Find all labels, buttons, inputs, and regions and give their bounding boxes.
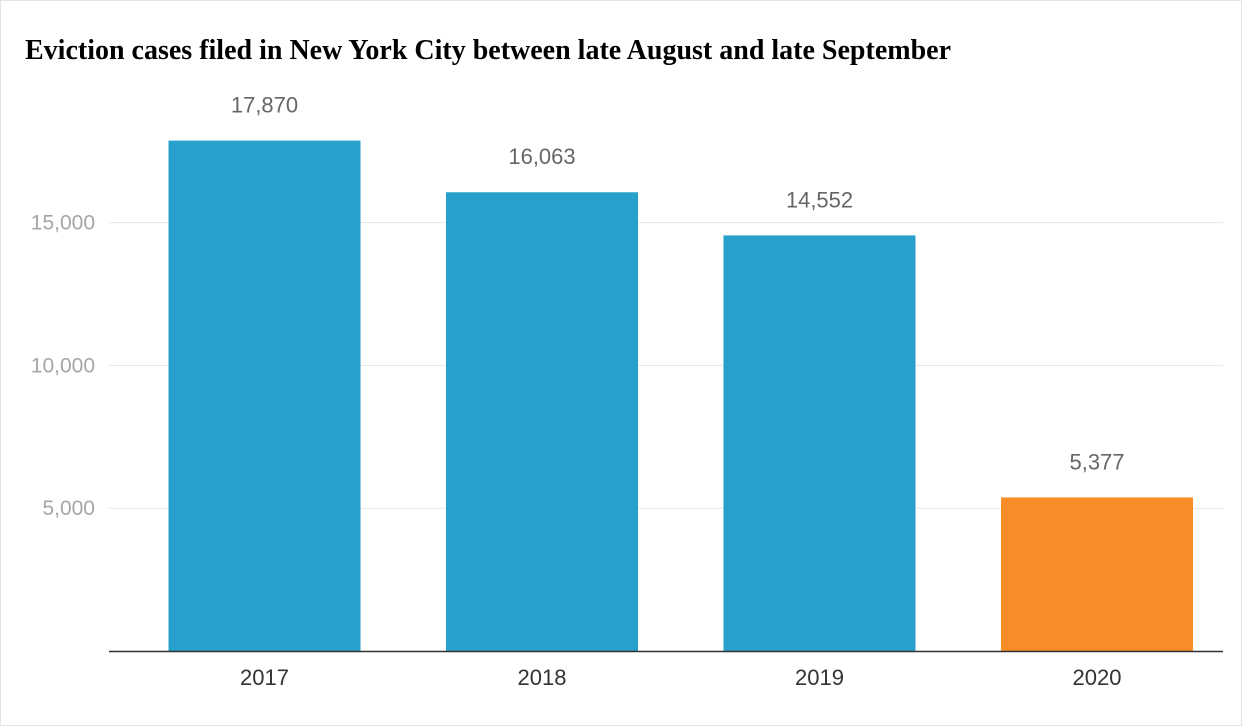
y-tick-label: 15,000 bbox=[31, 212, 95, 235]
data-label: 14,552 bbox=[786, 187, 853, 212]
x-tick-label: 2020 bbox=[1073, 665, 1122, 690]
bar-2020 bbox=[1001, 497, 1193, 651]
chart-title: Eviction cases filed in New York City be… bbox=[25, 35, 952, 66]
bar-2019 bbox=[723, 235, 916, 651]
data-label: 17,870 bbox=[231, 93, 298, 118]
y-tick-label: 5,000 bbox=[42, 497, 95, 520]
x-tick-label: 2017 bbox=[240, 665, 289, 690]
bar-2017 bbox=[168, 140, 361, 651]
x-tick-label: 2019 bbox=[795, 665, 844, 690]
data-label: 16,063 bbox=[508, 144, 575, 169]
y-tick-label: 10,000 bbox=[31, 354, 95, 377]
bar-2018 bbox=[446, 192, 638, 651]
x-tick-label: 2018 bbox=[518, 665, 567, 690]
data-label: 5,377 bbox=[1069, 449, 1124, 474]
